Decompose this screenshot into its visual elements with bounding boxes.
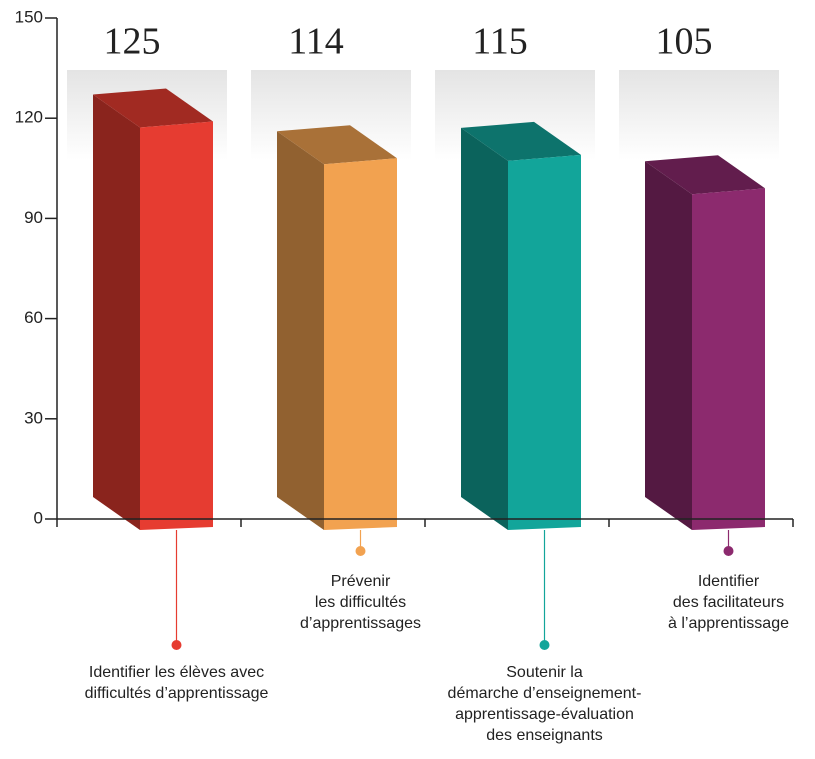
y-tick-label: 120 <box>15 108 43 127</box>
y-tick-label: 150 <box>15 7 43 26</box>
bar-top <box>93 88 213 128</box>
bar-side <box>461 127 508 531</box>
value-label: 125 <box>104 21 161 63</box>
bar-side <box>277 131 324 531</box>
category-label: Identifier les élèves avec difficultés d… <box>84 664 269 702</box>
value-label: 105 <box>656 21 713 63</box>
y-tick-label: 90 <box>24 208 43 227</box>
leader-dot <box>539 640 550 650</box>
bar-front <box>324 158 397 531</box>
bar-top <box>645 155 765 195</box>
y-tick-label: 60 <box>24 308 43 327</box>
bar-front <box>508 154 581 530</box>
value-label: 115 <box>472 21 528 63</box>
bar-side <box>93 94 140 530</box>
leader-dot <box>171 640 182 650</box>
bar-front <box>692 188 765 531</box>
leader-dot <box>355 546 366 556</box>
category-label: Identifier des facilitateurs à l’apprent… <box>668 573 789 632</box>
bar-top <box>461 121 581 161</box>
y-tick-label: 0 <box>34 508 43 527</box>
label-backdrop <box>619 70 779 160</box>
bar-front <box>140 121 213 530</box>
category-label: Soutenir la démarche d’enseignement- app… <box>447 664 642 744</box>
bar-side <box>645 161 692 531</box>
y-tick-label: 30 <box>24 408 43 427</box>
value-label: 114 <box>288 21 344 63</box>
leader-dot <box>723 546 734 556</box>
category-label: Prévenir les difficultés d’apprentissage… <box>300 573 421 632</box>
bar-top <box>277 125 397 165</box>
